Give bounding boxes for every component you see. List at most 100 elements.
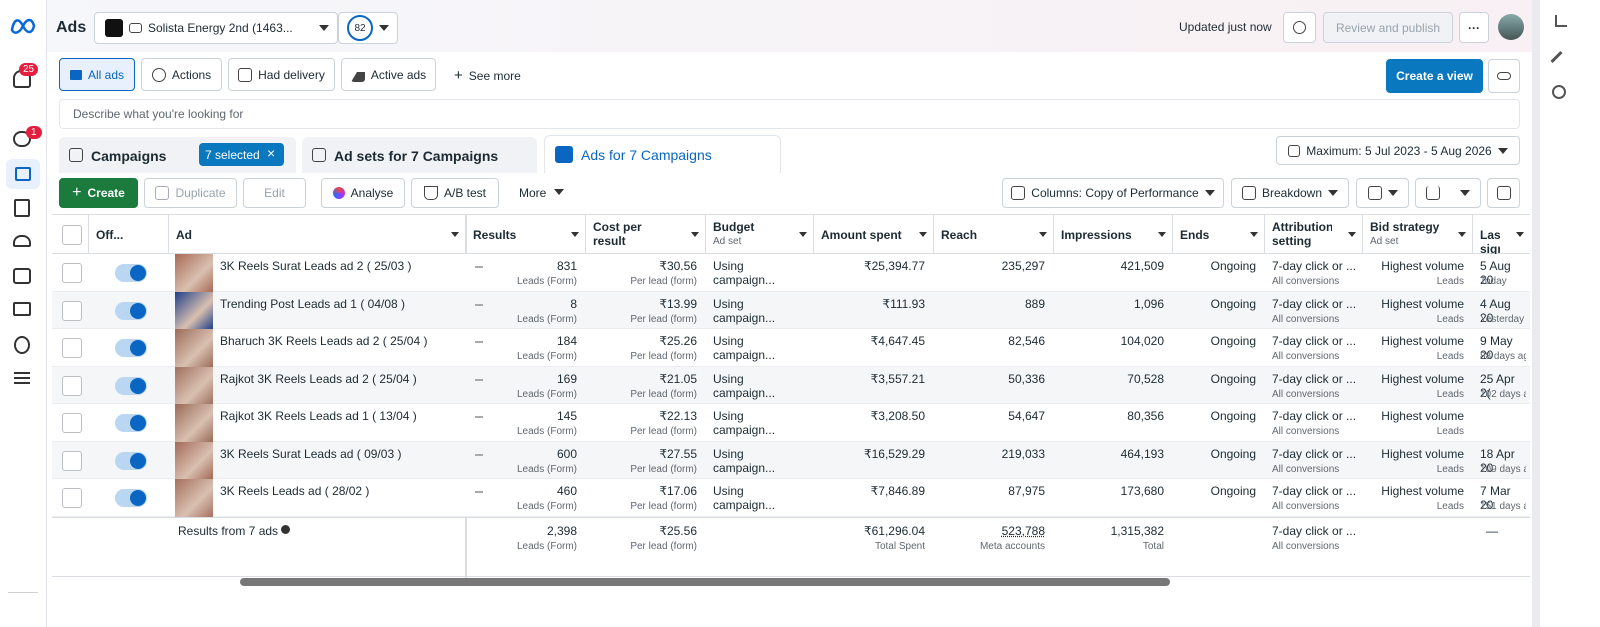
- footer-spent-sub: Total Spent: [874, 540, 925, 552]
- toggle[interactable]: [115, 489, 147, 507]
- sort-caret[interactable]: [1516, 232, 1524, 241]
- chart-icon[interactable]: [1555, 15, 1567, 27]
- scrollbar[interactable]: [240, 578, 1170, 586]
- cell-cost: ₹30.56: [659, 259, 697, 273]
- avatar[interactable]: [1498, 14, 1524, 40]
- more-button[interactable]: ···: [1459, 12, 1489, 43]
- sort-caret[interactable]: [1250, 232, 1258, 241]
- breakdown-button[interactable]: Breakdown: [1231, 178, 1349, 208]
- sort-caret[interactable]: [571, 232, 579, 241]
- row-checkbox[interactable]: [62, 375, 82, 396]
- create-button[interactable]: + Create: [59, 178, 138, 208]
- tab-adsets[interactable]: Ad sets for 7 Campaigns: [302, 137, 537, 173]
- pencil-icon[interactable]: [1550, 50, 1563, 64]
- refresh-button[interactable]: [1283, 12, 1316, 43]
- tab-campaigns[interactable]: Campaigns 7 selected ×: [59, 137, 296, 173]
- score-button[interactable]: 82: [338, 12, 398, 44]
- meta-logo[interactable]: [10, 18, 36, 34]
- filter-actions[interactable]: Actions: [141, 58, 222, 91]
- toggle[interactable]: [115, 376, 147, 395]
- nav-icon[interactable]: [14, 336, 30, 354]
- ad-name[interactable]: 3K Reels Leads ad ( 28/02 ): [220, 484, 370, 498]
- nav-icon[interactable]: [13, 268, 31, 284]
- ad-name[interactable]: 3K Reels Surat Leads ad ( 09/03 ): [220, 446, 402, 461]
- edit-button[interactable]: Edit: [243, 178, 306, 208]
- filter-all[interactable]: All ads: [59, 58, 135, 91]
- cell-budget[interactable]: Using campaign...: [713, 484, 776, 512]
- date-range[interactable]: Maximum: 5 Jul 2023 - 5 Aug 2026: [1276, 136, 1520, 165]
- column-header[interactable]: Off...: [96, 228, 124, 242]
- row-checkbox[interactable]: [62, 488, 82, 508]
- ad-name[interactable]: Trending Post Leads ad 1 ( 04/08 ): [220, 296, 406, 311]
- cell-budget[interactable]: Using campaign...: [713, 446, 776, 475]
- nav-icon[interactable]: [13, 235, 31, 247]
- review-button[interactable]: Review and publish: [1323, 12, 1453, 43]
- cell-budget[interactable]: Using campaign...: [713, 296, 776, 325]
- column-header[interactable]: Attribution setting: [1272, 220, 1332, 248]
- cell-budget[interactable]: Using campaign...: [713, 409, 776, 437]
- toggle[interactable]: [115, 301, 147, 320]
- filter-delivery[interactable]: Had delivery: [228, 58, 335, 91]
- sort-caret[interactable]: [919, 232, 927, 241]
- row-checkbox[interactable]: [62, 263, 82, 283]
- nav-icon[interactable]: [14, 199, 30, 217]
- account-selector[interactable]: Solista Energy 2nd (1463...: [94, 12, 338, 44]
- ad-name[interactable]: 3K Reels Surat Leads ad 2 ( 25/03 ): [220, 259, 412, 273]
- row-checkbox[interactable]: [62, 338, 82, 358]
- share-button[interactable]: [1487, 178, 1520, 208]
- nav-active[interactable]: [6, 159, 40, 189]
- cell-budget[interactable]: Using campaign...: [713, 334, 776, 362]
- cell-spent: ₹7,846.89: [870, 484, 925, 498]
- column-header[interactable]: Impressions: [1061, 228, 1132, 242]
- toggle[interactable]: [115, 264, 147, 282]
- menu-icon[interactable]: [14, 372, 30, 384]
- column-header[interactable]: Reach: [941, 228, 978, 242]
- column-header[interactable]: Bid strategy: [1370, 220, 1440, 234]
- more-menu[interactable]: More: [519, 186, 565, 200]
- filter-active[interactable]: Active ads: [341, 58, 436, 91]
- row-checkbox[interactable]: [62, 450, 82, 471]
- nav-icon[interactable]: [13, 302, 31, 316]
- alert-icon[interactable]: [13, 131, 31, 147]
- sort-caret[interactable]: [1348, 232, 1356, 241]
- sort-caret[interactable]: [451, 232, 459, 241]
- column-divider: [88, 215, 89, 254]
- sort-caret[interactable]: [799, 232, 807, 241]
- column-header[interactable]: Results: [473, 228, 517, 242]
- view-settings[interactable]: [1488, 59, 1520, 93]
- see-more[interactable]: + See more: [454, 67, 521, 84]
- toggle[interactable]: [115, 339, 147, 357]
- selected-chip[interactable]: 7 selected: [199, 143, 284, 166]
- ad-name[interactable]: Rajkot 3K Reels Leads ad 1 ( 13/04 ): [220, 409, 417, 423]
- row-checkbox[interactable]: [62, 413, 82, 433]
- abtest-button[interactable]: A/B test: [411, 178, 499, 208]
- tab-ads[interactable]: Ads for 7 Campaigns: [544, 135, 781, 173]
- columns-button[interactable]: Columns: Copy of Performance: [1002, 178, 1224, 208]
- cell-budget[interactable]: Using campaign...: [713, 371, 776, 400]
- column-header[interactable]: Ends: [1180, 228, 1210, 242]
- column-header[interactable]: Cost per result: [593, 220, 642, 248]
- search-box[interactable]: Describe what you're looking for: [59, 99, 1520, 129]
- cell-results: 169: [556, 371, 577, 386]
- sort-caret[interactable]: [1158, 232, 1166, 241]
- ad-name[interactable]: Rajkot 3K Reels Leads ad 2 ( 25/04 ): [220, 371, 417, 386]
- sort-caret[interactable]: [1458, 232, 1466, 241]
- duplicate-button[interactable]: Duplicate: [144, 178, 237, 208]
- ad-name[interactable]: Bharuch 3K Reels Leads ad 2 ( 25/04 ): [220, 334, 428, 348]
- clock-icon[interactable]: [1552, 85, 1566, 99]
- sort-caret[interactable]: [691, 232, 699, 241]
- column-header[interactable]: Budget: [713, 220, 755, 234]
- analyse-button[interactable]: Analyse: [321, 178, 405, 208]
- export-button[interactable]: [1415, 178, 1481, 208]
- sort-caret[interactable]: [1039, 232, 1047, 241]
- column-header[interactable]: Ad: [176, 228, 192, 242]
- row-checkbox[interactable]: [62, 300, 82, 321]
- reports-button[interactable]: [1356, 178, 1409, 208]
- toggle[interactable]: [115, 414, 147, 432]
- info-icon: [281, 524, 290, 534]
- column-header[interactable]: Amount spent: [821, 228, 902, 242]
- toggle[interactable]: [115, 451, 147, 470]
- cell-budget[interactable]: Using campaign...: [713, 259, 776, 287]
- select-all[interactable]: [62, 225, 82, 245]
- create-view-button[interactable]: Create a view: [1386, 59, 1483, 93]
